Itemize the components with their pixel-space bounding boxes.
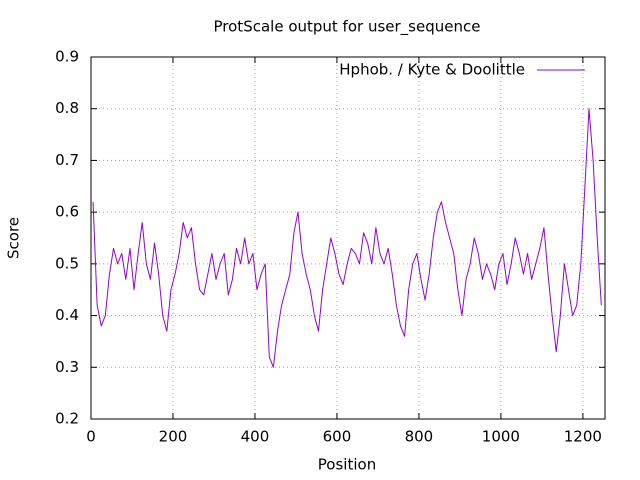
y-tick-label: 0.7 (55, 151, 79, 169)
y-tick-label: 0.9 (55, 48, 79, 66)
x-axis-label: Position (318, 456, 376, 474)
x-tick-label: 600 (323, 428, 352, 446)
x-tick-label: 1000 (482, 428, 520, 446)
data-line (92, 108, 602, 368)
x-tick-label: 200 (159, 428, 188, 446)
legend-label: Hphob. / Kyte & Doolittle (339, 61, 525, 79)
x-tick-label: 1200 (564, 428, 602, 446)
y-axis-label: Score (5, 217, 23, 259)
y-tick-label: 0.6 (55, 203, 79, 221)
y-tick-label: 0.2 (55, 410, 79, 428)
y-tick-label: 0.4 (55, 306, 79, 324)
y-tick-label: 0.8 (55, 99, 79, 117)
x-tick-label: 400 (241, 428, 270, 446)
chart-title: ProtScale output for user_sequence (214, 18, 481, 37)
plot-border (90, 56, 606, 420)
y-tick-label: 0.3 (55, 358, 79, 376)
x-tick-label: 800 (405, 428, 434, 446)
x-tick-label: 0 (86, 428, 96, 446)
y-tick-label: 0.5 (55, 254, 79, 272)
